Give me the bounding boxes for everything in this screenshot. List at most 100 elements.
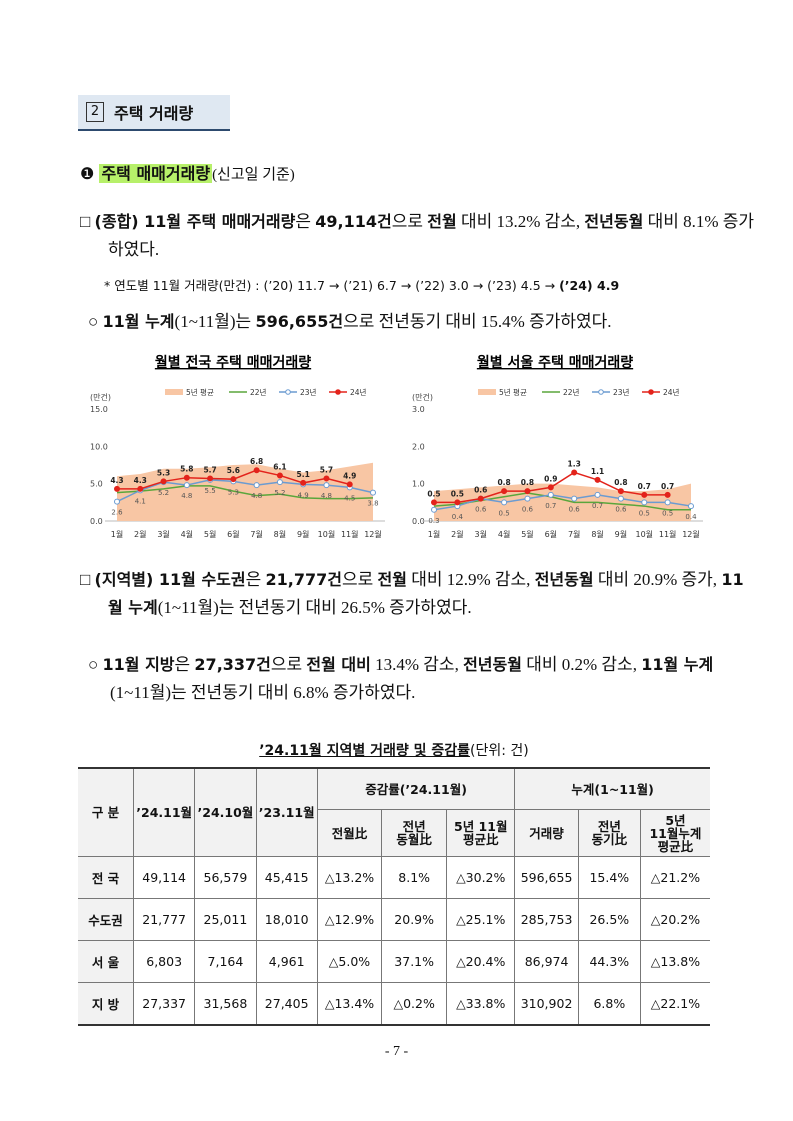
text-run: 대비 12.9% 감소, bbox=[406, 570, 535, 589]
data-label: 4.8 bbox=[321, 492, 332, 500]
data-label: 0.3 bbox=[428, 517, 439, 525]
legend-marker bbox=[598, 389, 604, 395]
text-run: 으로 bbox=[341, 570, 378, 589]
table-cell: 21,777 bbox=[133, 898, 196, 941]
subheading-title: 주택 매매거래량 bbox=[99, 164, 213, 183]
text-run: 은 bbox=[295, 212, 316, 231]
table-cell: △0.2% bbox=[381, 982, 448, 1026]
header-cell: 전월比 bbox=[317, 809, 383, 857]
text-run: 전년동월 bbox=[463, 655, 522, 674]
data-label: 0.8 bbox=[521, 478, 534, 487]
data-label: 4.1 bbox=[135, 497, 146, 505]
point bbox=[641, 499, 648, 506]
text-run: 49,114건 bbox=[315, 212, 392, 231]
table-cell: 27,337 bbox=[133, 982, 196, 1026]
x-tick-label: 5월 bbox=[204, 529, 216, 539]
table-row: 전 국 49,114 56,579 45,415 △13.2% 8.1% △30.2% 596… bbox=[78, 856, 710, 899]
legend-label: 23년 bbox=[300, 387, 317, 397]
y-tick-label: 0.0 bbox=[90, 517, 103, 526]
table-cell: 44.3% bbox=[577, 940, 641, 983]
point bbox=[276, 472, 283, 479]
data-label: 6.8 bbox=[250, 457, 263, 466]
table-cell: 지 방 bbox=[78, 982, 135, 1026]
table-cell: 6,803 bbox=[133, 940, 196, 983]
table: 구 분 ’24.11월 ’24.10월 ’23.11월 증감률(’24.11월) 누계(1… bbox=[78, 767, 710, 1026]
point bbox=[524, 488, 531, 495]
section-heading: 2 주택 거래량 bbox=[78, 95, 230, 131]
paragraph: □ (지역별) 11월 수도권은 21,777건으로 전월 대비 12.9% 감… bbox=[80, 566, 758, 622]
chart-title: 월별 전국 주택 매매거래량 bbox=[155, 354, 311, 371]
text-run: 대비 20.9% 증가, bbox=[593, 570, 722, 589]
point bbox=[183, 482, 190, 489]
y-tick-label: 1.0 bbox=[412, 480, 425, 489]
x-tick-label: 6월 bbox=[227, 529, 239, 539]
x-tick-label: 1월 bbox=[428, 529, 440, 539]
legend-marker bbox=[335, 389, 341, 395]
data-label: 4.5 bbox=[344, 494, 355, 502]
table-cell: 45,415 bbox=[255, 856, 318, 899]
table-cell: 6.8% bbox=[577, 982, 641, 1026]
point bbox=[617, 495, 624, 502]
text-run: 대비 13.2% 감소, bbox=[456, 212, 585, 231]
point bbox=[431, 499, 437, 506]
data-label: 0.5 bbox=[427, 489, 440, 498]
x-tick-label: 12월 bbox=[364, 529, 382, 539]
text-run: 으로 bbox=[391, 212, 428, 231]
data-label: 0.5 bbox=[639, 509, 650, 517]
data-label: 0.4 bbox=[685, 513, 697, 521]
text-run: 으로 전년동기 대비 15.4% 증가하였다. bbox=[343, 312, 612, 331]
paragraph: ○ 11월 누계(1~11월)는 596,655건으로 전년동기 대비 15.4… bbox=[88, 308, 758, 336]
data-label: 5.8 bbox=[180, 465, 193, 474]
data-label: 4.8 bbox=[181, 492, 192, 500]
subheading-note: (신고일 기준) bbox=[212, 167, 295, 183]
x-tick-label: 4월 bbox=[181, 529, 193, 539]
text-run: (1~11월)는 bbox=[174, 312, 256, 331]
data-label: 0.5 bbox=[662, 509, 673, 517]
header-cell: 전년 동기比 bbox=[577, 809, 641, 857]
text-run: ○ bbox=[88, 312, 103, 331]
charts: 월별 전국 주택 매매거래량 (만건) 0.0 5.0 10.0 15.0 1월 2월 3월 4월… bbox=[90, 354, 703, 539]
point bbox=[370, 489, 376, 496]
table-cell: 596,655 bbox=[514, 856, 579, 899]
data-label: 5.7 bbox=[203, 465, 216, 474]
legend-swatch bbox=[165, 389, 183, 395]
data-label: 4.3 bbox=[134, 476, 147, 485]
line bbox=[116, 485, 374, 500]
data-label: 4.3 bbox=[110, 476, 123, 485]
point bbox=[524, 495, 531, 502]
point bbox=[547, 484, 554, 491]
x-tick-label: 5월 bbox=[521, 529, 533, 539]
legend-marker bbox=[648, 389, 654, 395]
table-cell: 전 국 bbox=[78, 856, 135, 899]
data-label: 5.3 bbox=[228, 488, 239, 496]
table-title: ’24.11월 지역별 거래량 및 증감률(단위: 건) bbox=[78, 740, 710, 760]
text-run: 596,655건 bbox=[255, 312, 344, 331]
point bbox=[547, 491, 554, 498]
point bbox=[571, 495, 578, 502]
legend-marker bbox=[285, 389, 291, 395]
table-cell: △12.9% bbox=[316, 898, 383, 941]
bullet: ❶ bbox=[80, 164, 95, 183]
x-tick-label: 12월 bbox=[682, 529, 700, 539]
table-cell: △13.2% bbox=[316, 856, 383, 899]
table-row: 지 방 27,337 31,568 27,405 △13.4% △0.2% △33.8% 31… bbox=[78, 982, 710, 1026]
table-cell: △5.0% bbox=[316, 940, 383, 983]
table-cell: 25,011 bbox=[194, 898, 257, 941]
x-tick-label: 8월 bbox=[591, 529, 603, 539]
header-cell: ’24.11월 bbox=[133, 767, 196, 857]
y-tick-label: 5.0 bbox=[90, 480, 103, 489]
table-cell: △25.1% bbox=[446, 898, 516, 941]
table-title-text: ’24.11월 지역별 거래량 및 증감률 bbox=[259, 743, 471, 759]
legend-label: 5년 평균 bbox=[499, 387, 527, 397]
section-number: 2 bbox=[86, 102, 104, 122]
text-run: □ bbox=[80, 570, 95, 589]
table-cell: 310,902 bbox=[514, 982, 579, 1026]
x-tick-label: 3월 bbox=[157, 529, 169, 539]
table-cell: △20.2% bbox=[639, 898, 710, 941]
data-label: 5.6 bbox=[227, 466, 240, 475]
table-cell: 서 울 bbox=[78, 940, 135, 983]
table-cell: 20.9% bbox=[381, 898, 448, 941]
header-cell: 전년 동월比 bbox=[381, 809, 448, 857]
text-run: 대비 8.1% 증가하였다. bbox=[108, 212, 755, 259]
point bbox=[253, 482, 260, 489]
